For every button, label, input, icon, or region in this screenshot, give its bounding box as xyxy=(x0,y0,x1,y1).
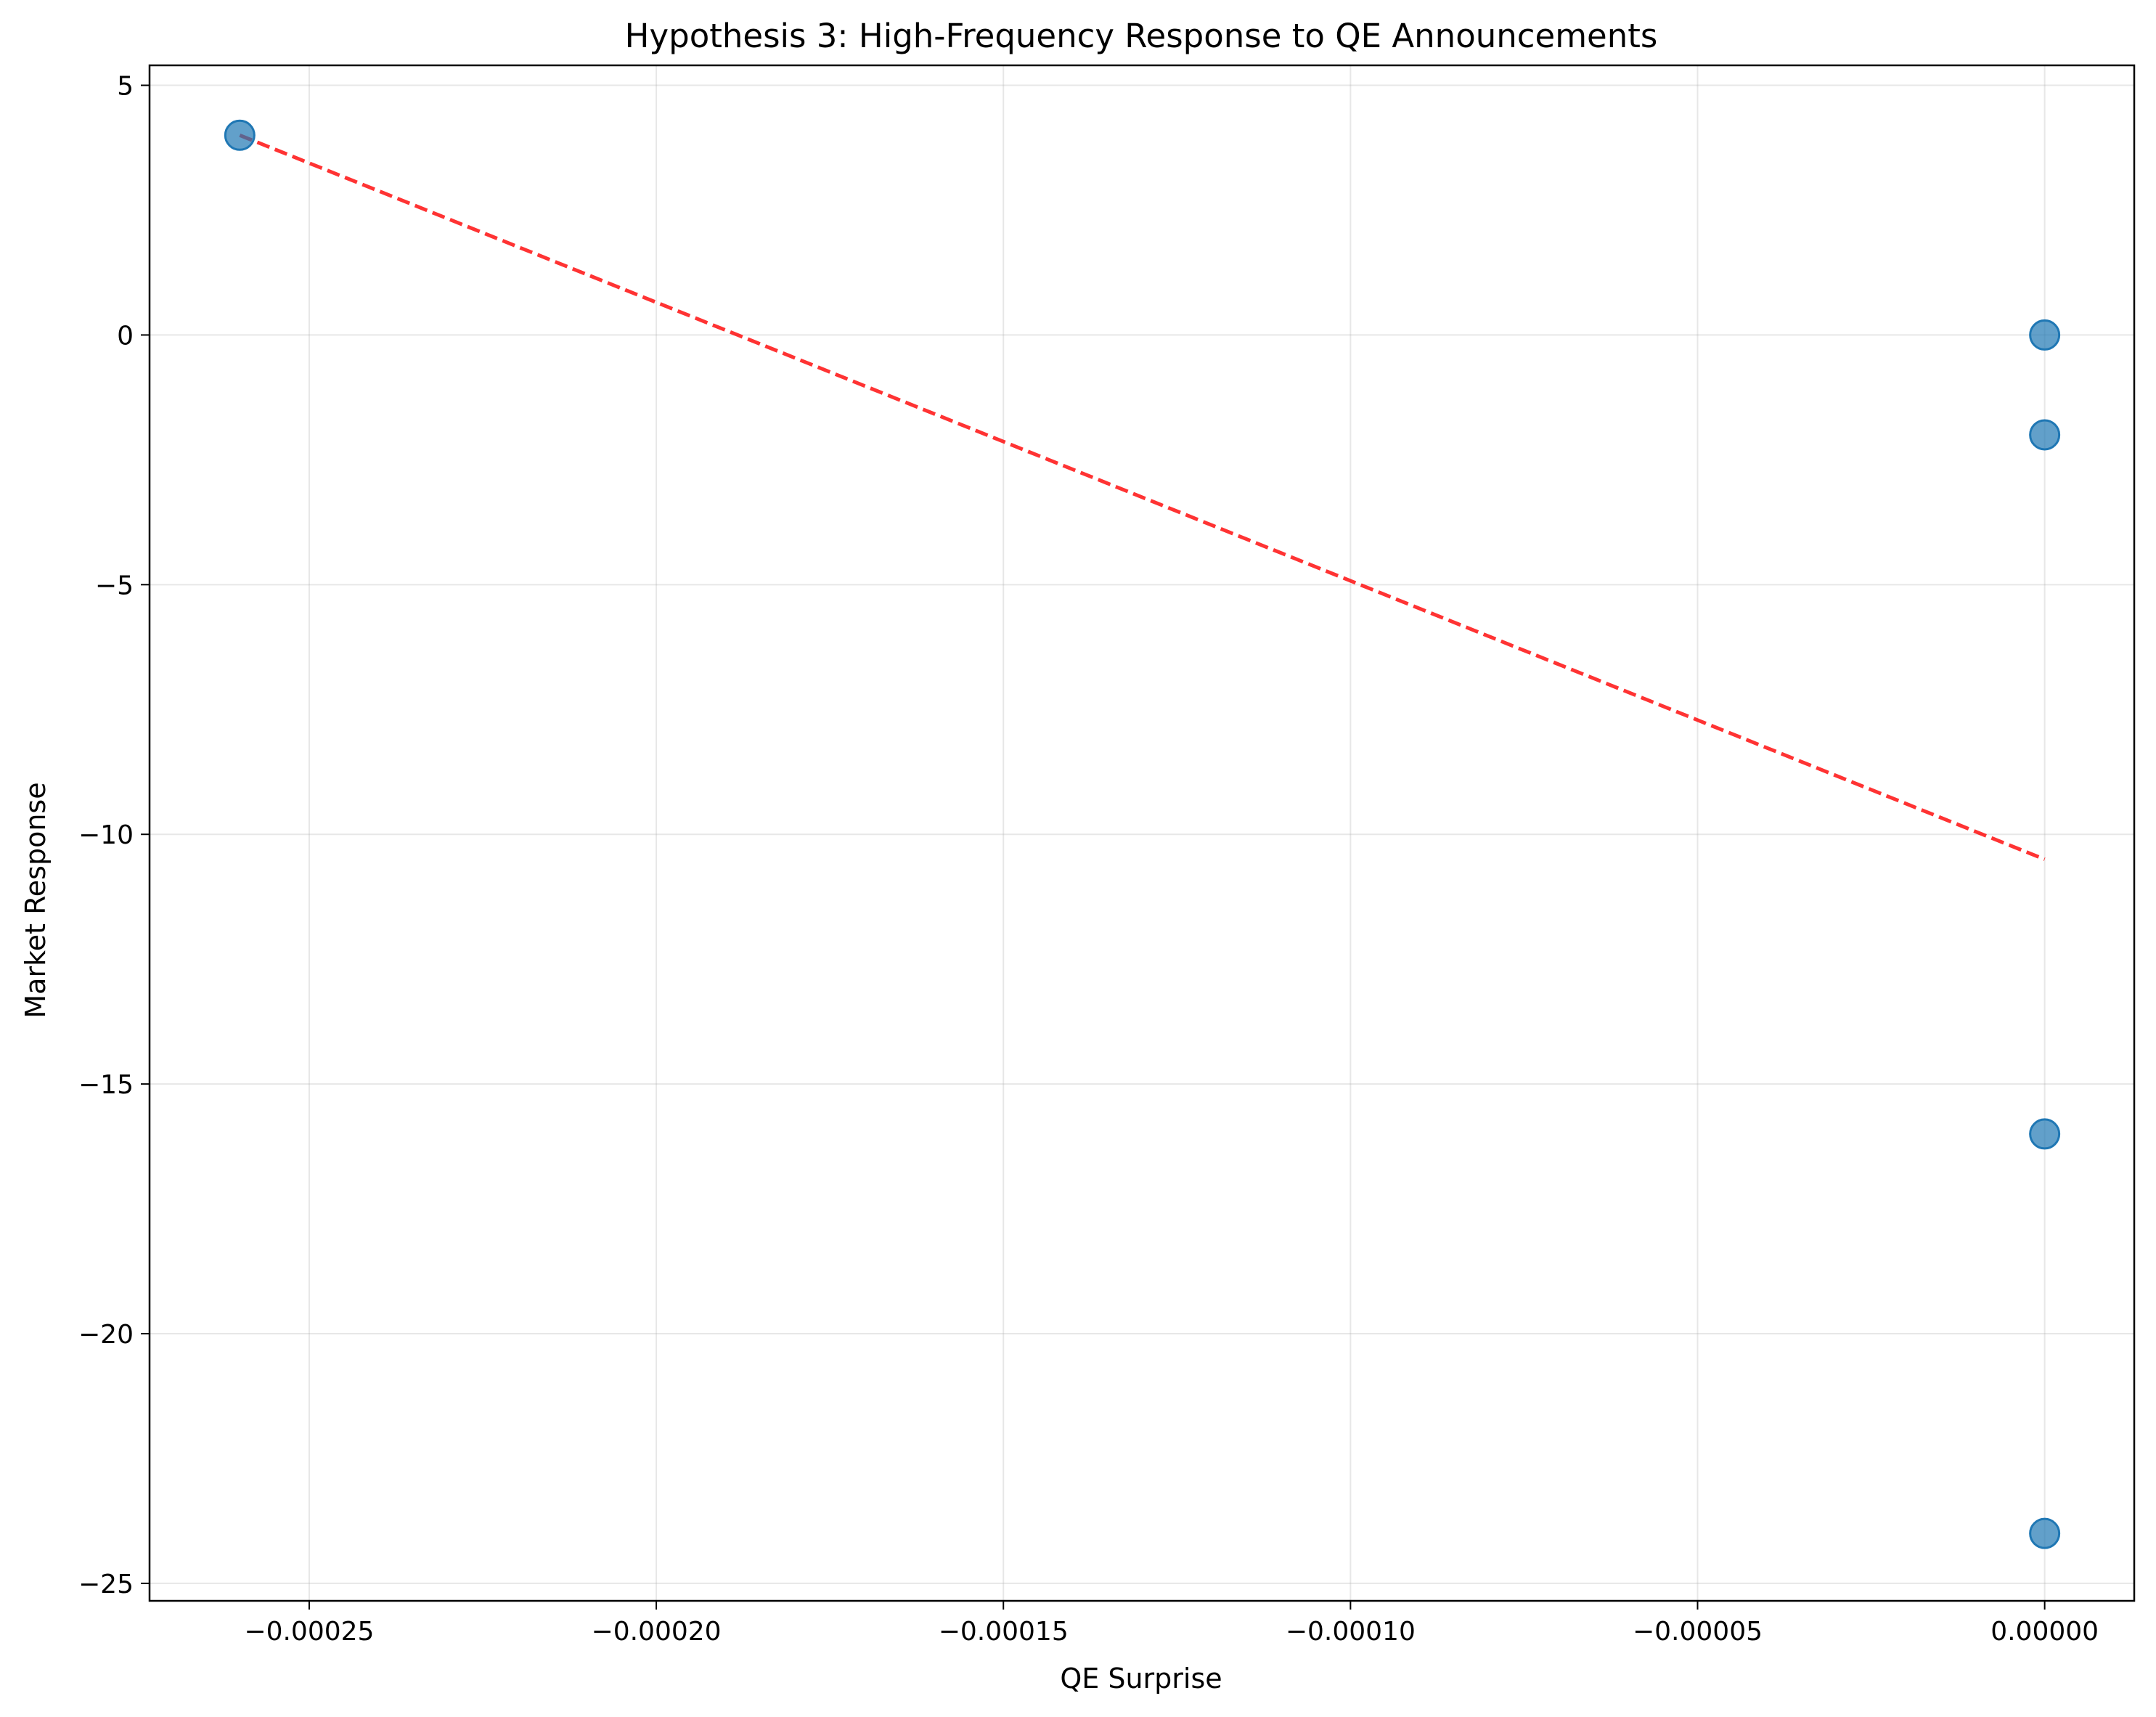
data-point xyxy=(224,119,256,151)
x-axis-ticks: −0.00025 −0.00020 −0.00015 −0.00010 −0.00005… xyxy=(244,1601,2099,1647)
y-axis-ticks: 5 0 −5 −10 −15 −20 −25 xyxy=(78,72,150,1599)
data-point xyxy=(2029,1118,2061,1150)
x-tick-label: −0.00025 xyxy=(244,1617,374,1647)
x-tick-label: −0.00010 xyxy=(1286,1617,1416,1647)
trend-line-group xyxy=(239,133,2046,861)
y-tick-label: −15 xyxy=(78,1070,134,1100)
data-point xyxy=(2029,1517,2061,1549)
x-tick-label: −0.00020 xyxy=(592,1617,722,1647)
x-axis-label: QE Surprise xyxy=(1060,1663,1222,1694)
x-tick-label: −0.00005 xyxy=(1633,1617,1763,1647)
data-point xyxy=(2029,319,2061,351)
chart-title: Hypothesis 3: High-Frequency Response to… xyxy=(625,17,1658,55)
plot-frame xyxy=(148,64,2136,1602)
data-points xyxy=(224,119,2061,1549)
y-tick-label: −10 xyxy=(78,820,134,850)
data-point xyxy=(2029,419,2061,451)
x-tick-label: 0.00000 xyxy=(1990,1617,2099,1647)
y-axis-label: Market Response xyxy=(20,782,52,1018)
y-tick-label: 5 xyxy=(117,72,134,102)
y-tick-label: −20 xyxy=(78,1320,134,1350)
y-tick-label: 0 xyxy=(117,321,134,351)
y-tick-label: −25 xyxy=(78,1570,134,1599)
x-tick-label: −0.00015 xyxy=(939,1617,1069,1647)
trend-line xyxy=(239,133,2046,861)
y-tick-label: −5 xyxy=(95,571,134,600)
